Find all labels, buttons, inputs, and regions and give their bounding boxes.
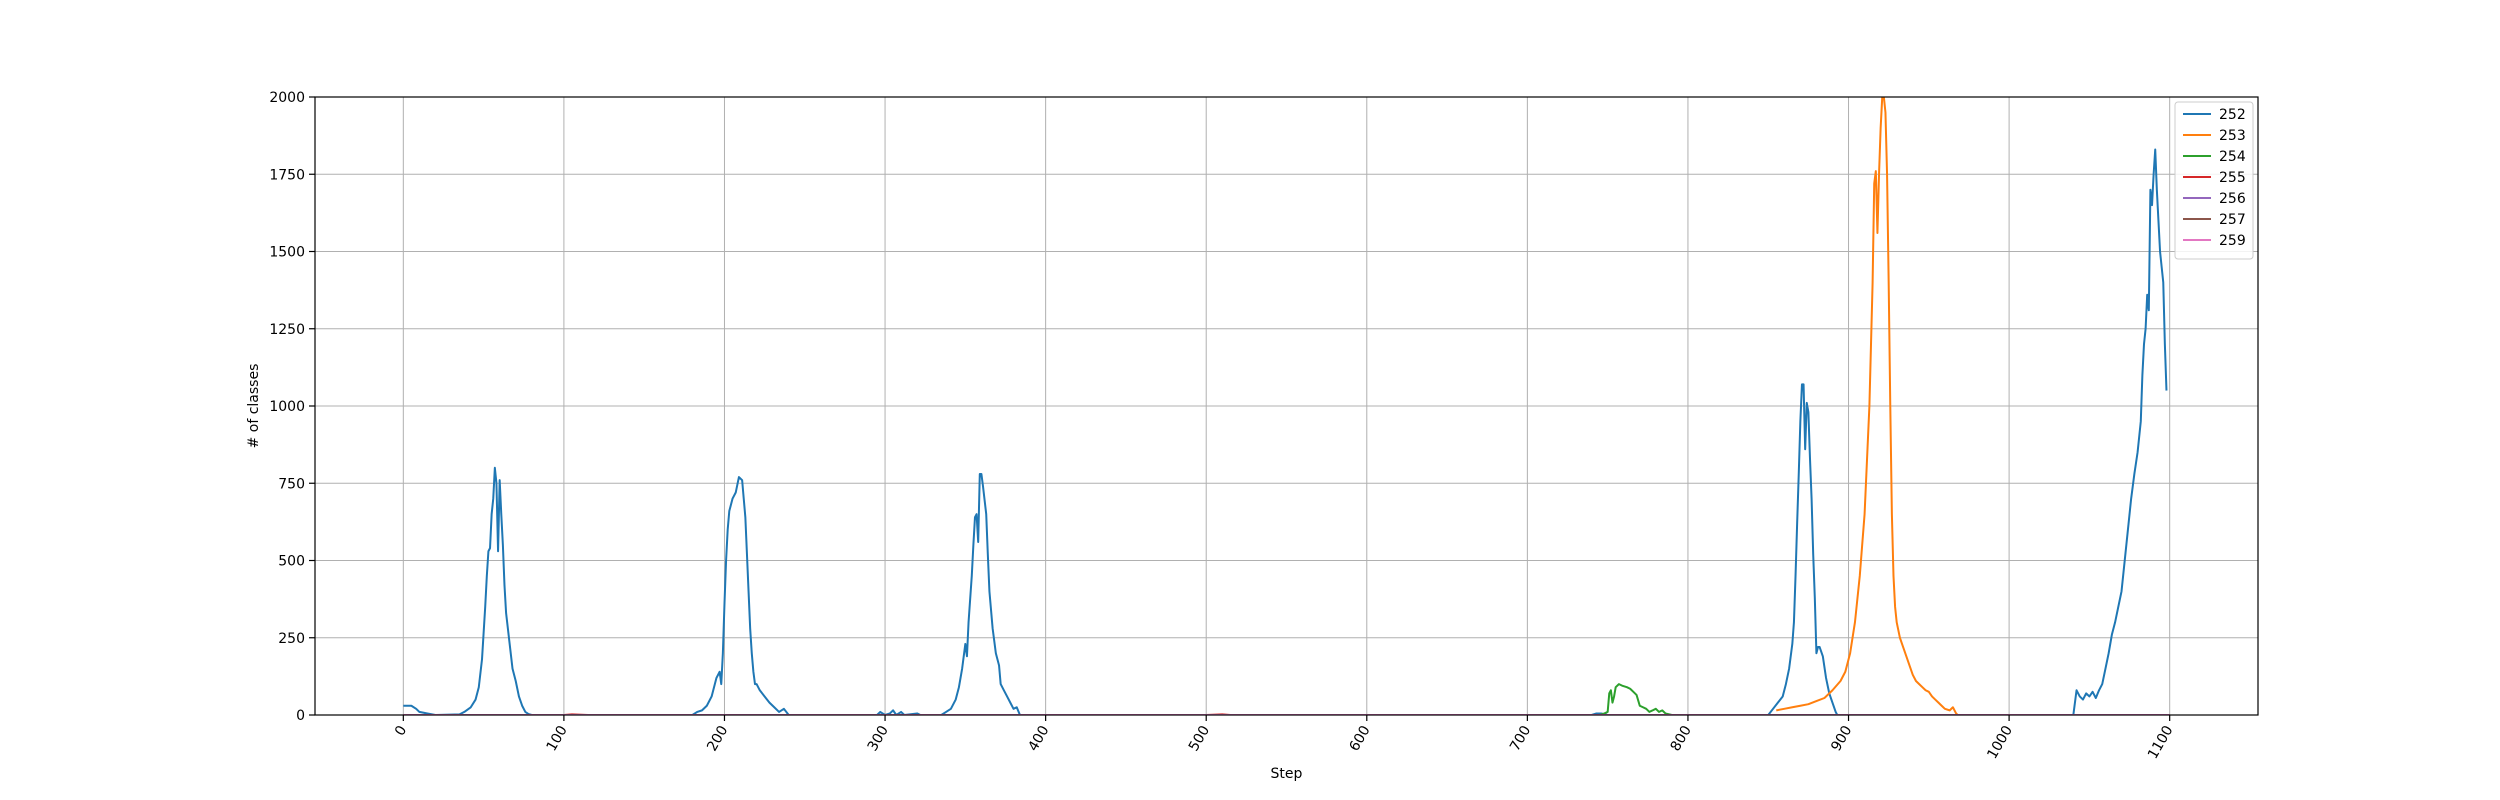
y-tick-label: 1750	[269, 167, 305, 183]
y-tick-label: 0	[296, 708, 305, 724]
legend-label-255: 255	[2219, 170, 2246, 186]
legend-label-253: 253	[2219, 128, 2246, 144]
legend-label-254: 254	[2219, 149, 2246, 165]
y-tick-label: 1250	[269, 322, 305, 338]
y-axis-label: # of classes	[246, 364, 262, 449]
x-axis-label: Step	[1271, 766, 1303, 782]
legend: 252 253 254 255 256 257 259	[2174, 101, 2254, 260]
y-tick-label: 750	[278, 476, 305, 492]
legend-label-259: 259	[2219, 233, 2246, 249]
legend-label-256: 256	[2219, 191, 2246, 207]
y-tick-label: 1000	[269, 399, 305, 415]
y-tick-label: 2000	[269, 90, 305, 106]
y-tick-label: 500	[278, 554, 305, 570]
series-line-252	[403, 148, 2168, 715]
series-line-254	[1599, 683, 1673, 715]
y-tick-label: 1500	[269, 245, 305, 261]
legend-label-257: 257	[2219, 212, 2246, 228]
y-tick-label: 250	[278, 631, 305, 647]
legend-label-252: 252	[2219, 107, 2246, 123]
y-axis-ticks: 0 250 500 750 1000 1250 1500 1750 2000	[269, 90, 315, 724]
series-line-253	[1776, 97, 1959, 715]
